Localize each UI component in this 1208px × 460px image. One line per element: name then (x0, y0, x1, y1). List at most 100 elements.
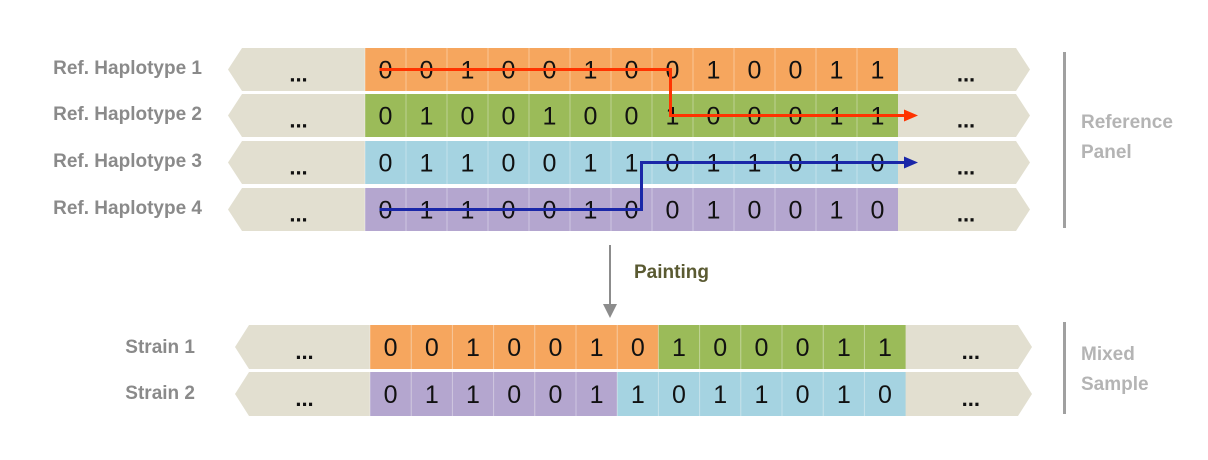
ref-haplotype-1-row-bit: 0 (748, 57, 762, 85)
ref-haplotype-3-row-bit: 1 (625, 150, 639, 178)
ref-haplotype-2-row-bit: 1 (543, 103, 557, 131)
ref-haplotype-4-row-bit: 0 (666, 197, 680, 225)
ref-haplotype-1-row-cell (816, 48, 857, 91)
reference-panel-line2: Panel (1081, 142, 1132, 163)
strain-1-row-bit: 0 (425, 334, 439, 362)
strain-2-row-bit: 0 (548, 381, 562, 409)
strain-1-row-cell (576, 325, 618, 369)
strain-1-row-cell (782, 325, 824, 369)
ref-haplotype-3-row-cell (447, 141, 488, 184)
ref-haplotype-4-row-bit: 0 (748, 197, 762, 225)
ref-haplotype-4-row-cell (693, 188, 734, 231)
ref-haplotype-4-row-cell (775, 188, 816, 231)
ref-haplotype-4-row-bit: 1 (830, 197, 844, 225)
ref-haplotype-3-row-cell (365, 141, 406, 184)
strain-1-row-bit: 0 (384, 334, 398, 362)
blue-path-arrowhead (904, 156, 918, 169)
ref-haplotype-2-row-bit: 0 (502, 103, 516, 131)
strain-2-row-cell (699, 372, 741, 416)
strain-2-label: Strain 2 (125, 383, 195, 404)
painting-label: Painting (634, 262, 709, 283)
strain-2-row-bit: 1 (754, 381, 768, 409)
strain-1-row-bit: 0 (548, 334, 562, 362)
mixed-sample-label: Mixed Sample (1081, 340, 1149, 400)
painting-arrow-stem (609, 245, 611, 307)
strain-1-row-right-ellipsis: ... (962, 339, 980, 364)
ref-haplotype-3-row-bit: 0 (502, 150, 516, 178)
ref-haplotype-4-row-left-ellipsis: ... (289, 202, 307, 227)
red-painting-path (379, 68, 906, 117)
ref-haplotype-3-row-right-ellipsis: ... (957, 155, 975, 180)
strain-1-row-cell (370, 325, 412, 369)
strain-2-row-cell (370, 372, 412, 416)
ref-haplotype-3-row-bit: 0 (543, 150, 557, 178)
ref-haplotype-4-row-bit: 1 (707, 197, 721, 225)
ref-haplotype-4-row-right-ellipsis: ... (957, 202, 975, 227)
strain-1-row-cell (534, 325, 576, 369)
strain-2-row-bit: 0 (384, 381, 398, 409)
ref-haplotype-4-row-cell (857, 188, 898, 231)
ref-haplotype-2-row-bit: 0 (625, 103, 639, 131)
ref-haplotype-1-row-cell (857, 48, 898, 91)
mixed-sample-bracket (1063, 322, 1066, 414)
strain-1-row-cell (699, 325, 741, 369)
ref-haplotype-3-row-cell (529, 141, 570, 184)
ref-haplotype-2-row-cell (365, 94, 406, 137)
ref-haplotype-2-row-left-ellipsis: ... (289, 108, 307, 133)
strain-1-row-cell (452, 325, 494, 369)
strain-1-row-cell (493, 325, 535, 369)
ref-haplotype-2-row-bit: 0 (584, 103, 598, 131)
ref-haplotype-1-row-cell (734, 48, 775, 91)
strain-1-row-bit: 1 (878, 334, 892, 362)
strain-2-row-bit: 1 (590, 381, 604, 409)
ref-haplotype-4-row-cell (816, 188, 857, 231)
ref-haplotype-2-row-cell (406, 94, 447, 137)
strain-1-row-cell (823, 325, 865, 369)
strain-2-row-cell (782, 372, 824, 416)
ref-haplotype-2-row-cell (447, 94, 488, 137)
strain-2-row-bit: 0 (672, 381, 686, 409)
strain-1-row-bit: 1 (590, 334, 604, 362)
ref-haplotype-4-row-bit: 0 (871, 197, 885, 225)
blue-painting-path (379, 161, 906, 211)
ref-haplotype-2-row-cell (611, 94, 652, 137)
strain-1-label: Strain 1 (125, 337, 195, 358)
strain-1-row-bit: 0 (796, 334, 810, 362)
strain-2-row-cell (658, 372, 700, 416)
ref-haplotype-1-row-bit: 0 (789, 57, 803, 85)
ref-haplotype-4-row-cell (734, 188, 775, 231)
strain-2-row-bit: 0 (796, 381, 810, 409)
mixed-sample-line1: Mixed (1081, 344, 1135, 365)
strain-1-row-bit: 0 (754, 334, 768, 362)
ref-haplotype-1-row-cell (693, 48, 734, 91)
strain-2-row-bit: 1 (837, 381, 851, 409)
strain-2-row-cell (493, 372, 535, 416)
strain-1-row-bit: 1 (466, 334, 480, 362)
ref-haplotype-3-row-cell (406, 141, 447, 184)
strain-1-row-bit: 0 (631, 334, 645, 362)
ref-haplotype-1-row-cell (775, 48, 816, 91)
strain-2-row-cell (617, 372, 659, 416)
strain-1-row-bit: 1 (672, 334, 686, 362)
ref-haplotype-3-row-bit: 0 (379, 150, 393, 178)
ref-haplotype-2-row-right-ellipsis: ... (957, 108, 975, 133)
ref-haplotype-1-row-bit: 1 (871, 57, 885, 85)
strain-2-row-left-ellipsis: ... (295, 386, 313, 411)
ref-haplotype-2-row-cell (570, 94, 611, 137)
ref-haplotype-1-row-bit: 1 (830, 57, 844, 85)
strain-2-row-bit: 1 (631, 381, 645, 409)
strain-2-row-right-ellipsis: ... (962, 386, 980, 411)
strain-2-row-cell (823, 372, 865, 416)
ref-haplotype-2-label: Ref. Haplotype 2 (53, 104, 202, 125)
ref-haplotype-2-row-cell (529, 94, 570, 137)
strain-1-row-cell (864, 325, 906, 369)
ref-haplotype-3-row-cell (488, 141, 529, 184)
ref-haplotype-4-label: Ref. Haplotype 4 (53, 198, 202, 219)
strain-2-row-cell (864, 372, 906, 416)
ref-haplotype-3-row-bit: 1 (420, 150, 434, 178)
painting-arrow-head (603, 304, 617, 318)
ref-haplotype-2-row-bit: 1 (420, 103, 434, 131)
ref-haplotype-1-label: Ref. Haplotype 1 (53, 58, 202, 79)
ref-haplotype-3-row-bit: 1 (584, 150, 598, 178)
strain-1-row-cell (411, 325, 453, 369)
